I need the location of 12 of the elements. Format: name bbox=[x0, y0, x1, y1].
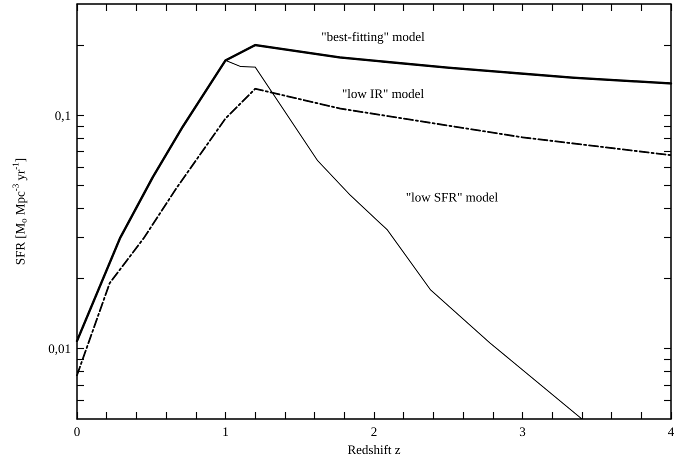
y-axis-title: SFR [Mo Mpc-3 yr-1] bbox=[10, 158, 28, 266]
x-tick-label: 4 bbox=[668, 424, 675, 439]
y-tick-label: 0,1 bbox=[54, 108, 71, 123]
x-tick-label: 0 bbox=[74, 424, 80, 439]
x-axis-title: Redshift z bbox=[347, 442, 401, 457]
x-tick-label: 1 bbox=[222, 424, 229, 439]
series-label: "low IR" model bbox=[342, 86, 424, 101]
x-tick-label: 3 bbox=[519, 424, 526, 439]
y-tick-label: 0,01 bbox=[48, 341, 71, 356]
series-label: "best-fitting" model bbox=[321, 29, 426, 44]
x-tick-label: 2 bbox=[370, 424, 378, 439]
text: "low SFR" model bbox=[406, 189, 498, 204]
